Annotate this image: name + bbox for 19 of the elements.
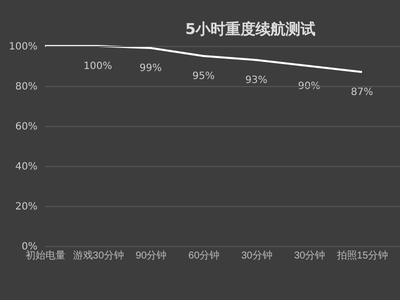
data-label: 87% <box>350 87 374 98</box>
x-tick-label: 拍照15分钟 <box>336 250 388 262</box>
y-tick-label: 60% <box>15 122 38 132</box>
x-tick-label: 60分钟 <box>188 250 220 262</box>
x-tick-label: 初始电量 <box>26 250 66 262</box>
y-tick-label: 20% <box>15 202 38 212</box>
y-tick-label: 80% <box>15 82 38 92</box>
data-label: 93% <box>245 75 268 86</box>
x-tick-label: 30分钟 <box>241 250 272 262</box>
data-label: 100% <box>84 61 112 72</box>
data-label: 99% <box>140 63 162 74</box>
x-tick-label: 游戏30分钟 <box>72 250 124 262</box>
y-tick-label: 40% <box>15 162 38 172</box>
data-label: 95% <box>192 71 215 82</box>
line-series <box>44 45 363 73</box>
chart-title: 5小时重度续航测试 <box>185 20 316 38</box>
y-tick-label: 100% <box>8 42 38 52</box>
x-tick-label: 30分钟 <box>294 250 326 262</box>
x-tick-label: 90分钟 <box>136 250 167 262</box>
